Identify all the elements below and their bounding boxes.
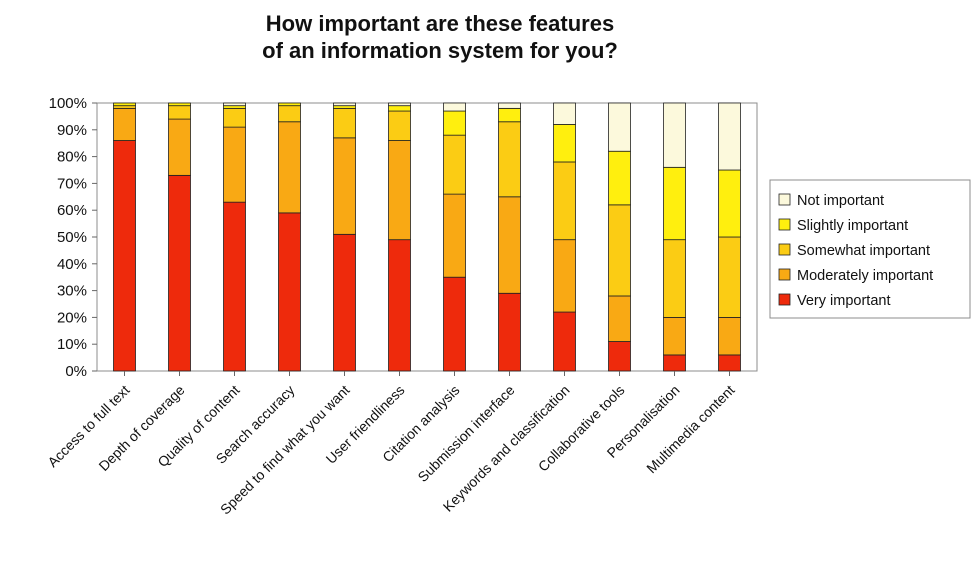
bar-segment: [663, 316, 686, 356]
bar-segment: [278, 102, 301, 107]
bar-segment: [718, 316, 741, 356]
bar-segment: [333, 105, 356, 109]
bar-segment: [443, 110, 466, 136]
bar-segment: [498, 292, 521, 372]
x-tick-label: Submission interface: [414, 382, 517, 485]
bar-segment: [608, 341, 631, 372]
legend-label: Very important: [797, 293, 891, 309]
y-tick-label: 90%: [57, 122, 87, 139]
bar-segment: [443, 193, 466, 278]
legend-swatch: [778, 268, 791, 281]
bar-segment: [278, 212, 301, 372]
bar-segment: [663, 354, 686, 372]
bar-segment: [388, 140, 411, 241]
y-tick-label: 10%: [57, 336, 87, 353]
y-tick-label: 80%: [57, 149, 87, 166]
legend-label: Slightly important: [797, 218, 908, 234]
bar-segment: [388, 102, 411, 107]
bar-segment: [223, 201, 246, 372]
bar-segment: [553, 161, 576, 241]
bar-segment: [388, 110, 411, 141]
y-tick-label: 70%: [57, 175, 87, 192]
y-tick-label: 20%: [57, 309, 87, 326]
bar-segment: [553, 102, 576, 125]
bar-segment: [388, 239, 411, 372]
bar-segment: [553, 239, 576, 313]
bar-segment: [498, 102, 521, 109]
legend-swatch: [778, 218, 791, 231]
bar-segment: [608, 150, 631, 206]
bar-segment: [718, 169, 741, 238]
bar-segment: [113, 102, 136, 107]
bar-segment: [498, 196, 521, 294]
y-tick-label: 30%: [57, 283, 87, 300]
y-tick-label: 0%: [65, 363, 87, 380]
bar-segment: [663, 166, 686, 241]
bar-segment: [113, 105, 136, 109]
bar-segment: [333, 137, 356, 235]
legend-swatch: [778, 293, 791, 306]
bar-segment: [113, 107, 136, 141]
y-tick-label: 50%: [57, 229, 87, 246]
bar-segment: [168, 174, 191, 372]
bar-segment: [663, 102, 686, 168]
legend-label: Moderately important: [797, 268, 933, 284]
bar-segment: [553, 124, 576, 163]
bar-segment: [718, 236, 741, 318]
legend-label: Somewhat important: [797, 243, 930, 259]
bar-segment: [223, 105, 246, 109]
legend: [769, 179, 971, 319]
bar-segment: [388, 105, 411, 112]
chart-title-line-1: How important are these features: [265, 11, 615, 36]
plot-area: [96, 102, 758, 372]
y-tick-label: 40%: [57, 256, 87, 273]
chart-title-line-2: of an information system for you?: [262, 38, 618, 63]
bar-segment: [113, 140, 136, 372]
bar-segment: [718, 354, 741, 372]
bar-segment: [168, 102, 191, 107]
bar-segment: [443, 276, 466, 372]
chart-title: How important are these features of an i…: [160, 10, 720, 64]
bar-segment: [608, 295, 631, 342]
bar-segment: [278, 121, 301, 214]
bar-segment: [663, 239, 686, 318]
bar-segment: [498, 121, 521, 198]
bar-segment: [443, 134, 466, 195]
legend-swatch: [778, 193, 791, 206]
bar-segment: [223, 126, 246, 203]
legend-label: Not important: [797, 193, 884, 209]
bar-segment: [223, 107, 246, 128]
bar-segment: [498, 107, 521, 123]
y-tick-label: 100%: [49, 95, 87, 112]
bar-segment: [608, 102, 631, 152]
bar-segment: [333, 107, 356, 139]
bar-segment: [333, 102, 356, 107]
y-tick-label: 60%: [57, 202, 87, 219]
bar-segment: [553, 311, 576, 372]
bar-segment: [608, 204, 631, 297]
bar-segment: [168, 118, 191, 176]
bar-segment: [223, 102, 246, 107]
bar-segment: [333, 233, 356, 372]
bar-segment: [278, 105, 301, 123]
bar-segment: [168, 105, 191, 120]
bar-segment: [718, 102, 741, 171]
legend-swatch: [778, 243, 791, 256]
bar-segment: [443, 102, 466, 112]
